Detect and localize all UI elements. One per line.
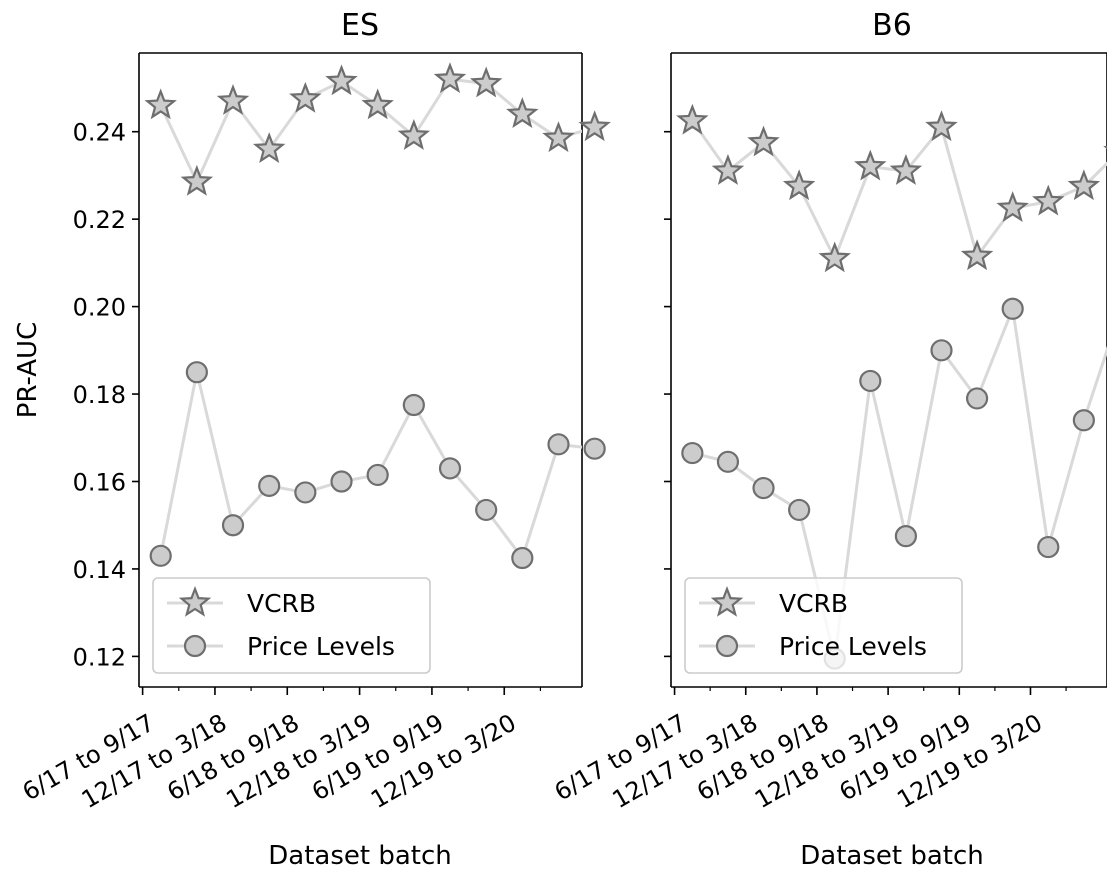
price-levels-point: [330, 470, 353, 493]
vcrb-point: [361, 88, 394, 120]
legend-circle-icon: [715, 634, 739, 658]
price-levels-point: [752, 476, 775, 500]
legend-label: VCRB: [247, 589, 316, 618]
price-levels-point: [1072, 409, 1095, 432]
y-tick-label: 0.24: [73, 119, 126, 147]
legend-star-icon: [710, 585, 744, 617]
panel-b6-title: B6: [872, 8, 912, 43]
price-levels-point: [547, 433, 570, 456]
price-levels-point: [294, 481, 317, 504]
panel-es-ticks: 0.120.140.160.180.200.220.246/17 to 9/17…: [18, 119, 542, 814]
vcrb-point: [325, 64, 358, 96]
y-tick-label: 0.20: [73, 294, 126, 322]
y-axis-label: PR-AUC: [13, 322, 43, 418]
panel-es-legend: VCRB Price Levels: [152, 577, 431, 674]
y-tick-label: 0.14: [73, 556, 126, 584]
y-tick-label: 0.22: [73, 206, 126, 234]
panel-b6-series: [676, 103, 1107, 670]
vcrb-point: [925, 110, 958, 142]
price-levels-point: [221, 514, 245, 537]
vcrb-point: [216, 84, 250, 115]
price-levels-point: [965, 387, 989, 410]
vcrb-point: [818, 241, 851, 273]
panel-b6-axes: [670, 52, 1107, 688]
y-tick-label: 0.16: [73, 468, 126, 496]
y-tick-label: 0.18: [73, 381, 126, 409]
vcrb-point: [469, 66, 503, 98]
price-levels-point: [511, 546, 534, 570]
vcrb-point: [711, 154, 745, 185]
price-levels-point: [438, 457, 462, 480]
panel-es-title: ES: [341, 8, 379, 43]
y-tick-label: 0.12: [73, 643, 126, 671]
vcrb-point: [144, 88, 177, 120]
price-levels-point: [1001, 297, 1024, 320]
vcrb-point: [397, 119, 431, 150]
vcrb-point: [960, 239, 994, 271]
vcrb-point: [252, 132, 286, 163]
vcrb-point: [854, 149, 887, 181]
price-levels-point: [402, 393, 425, 417]
price-levels-point: [859, 369, 882, 393]
price-levels-point: [1037, 535, 1060, 559]
price-levels-point: [366, 463, 389, 487]
vcrb-point: [542, 121, 575, 153]
price-levels-point: [258, 474, 281, 497]
vcrb-point: [506, 97, 539, 129]
legend-label: Price Levels: [247, 632, 395, 661]
price-levels-point: [475, 498, 498, 522]
panel-b6-legend: VCRB Price Levels: [684, 577, 963, 674]
vcrb-point: [1032, 184, 1065, 216]
panel-es-series: [144, 62, 611, 570]
legend-label: Price Levels: [779, 632, 927, 661]
price-levels-point: [681, 441, 704, 465]
legend-star-icon: [178, 585, 212, 617]
legend-label: VCRB: [779, 589, 848, 618]
price-levels-point: [894, 525, 918, 548]
vcrb-point: [782, 169, 816, 201]
price-levels-point: [185, 361, 208, 384]
vcrb-point: [889, 154, 923, 185]
vcrb-point: [578, 110, 611, 142]
vcrb-point: [1067, 169, 1101, 201]
price-levels-point: [149, 544, 172, 567]
price-levels-point: [788, 498, 811, 522]
panel-b6-xlabel: Dataset batch: [800, 841, 984, 871]
vcrb-point: [676, 103, 709, 135]
panel-es-xlabel: Dataset batch: [268, 841, 452, 871]
legend-circle-icon: [183, 634, 207, 658]
price-levels-point: [583, 437, 606, 460]
panel-es: ES Dataset batch 0.12 0.14 0.16 0.18 0.20 0.2…: [18, 8, 611, 871]
price-levels-point: [930, 339, 953, 362]
vcrb-point: [996, 191, 1029, 223]
vcrb-point: [289, 81, 322, 113]
vcrb-point: [180, 164, 214, 196]
vcrb-point: [747, 125, 780, 157]
vcrb-point: [433, 62, 467, 94]
panel-es-axes: [138, 52, 583, 688]
price-levels-point: [716, 450, 740, 473]
